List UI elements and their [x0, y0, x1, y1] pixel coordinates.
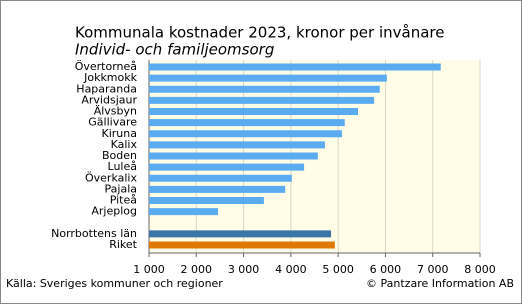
bar [149, 241, 335, 249]
x-tick-label: 3 000 [228, 263, 260, 276]
bar [149, 74, 387, 82]
y-tick-label: Älvsbyn [94, 105, 137, 118]
y-tick-label: Haparanda [76, 82, 137, 95]
y-tick-label: Överkalix [85, 171, 137, 184]
y-tick-label: Piteå [110, 194, 137, 207]
y-tick-label: Norrbottens län [51, 227, 137, 240]
bar [149, 96, 375, 104]
bar [149, 230, 332, 238]
bar [149, 185, 286, 193]
y-tick-label: Arjeplog [91, 205, 137, 218]
x-tick-label: 1 000 [133, 263, 165, 276]
x-tick-label: 2 000 [181, 263, 213, 276]
bar [149, 85, 380, 93]
bar [149, 163, 305, 171]
x-tick-label: 6 000 [370, 263, 402, 276]
y-tick-label: Kiruna [102, 127, 137, 140]
x-tick-label: 4 000 [275, 263, 307, 276]
chart-subtitle: Individ- och familjeomsorg [75, 41, 274, 59]
chart-title: Kommunala kostnader 2023, kronor per inv… [75, 24, 444, 42]
bar [149, 208, 219, 216]
bar [149, 130, 342, 138]
bar [149, 152, 318, 160]
y-tick-label: Arvidsjaur [81, 93, 137, 106]
x-tick-label: 7 000 [417, 263, 449, 276]
credit: © Pantzare Information AB [366, 277, 514, 290]
y-tick-label: Luleå [108, 160, 137, 173]
y-tick-label: Kalix [111, 138, 138, 151]
bar [149, 119, 345, 127]
y-tick-label: Gällivare [88, 116, 137, 129]
x-tick-label: 5 000 [322, 263, 354, 276]
bar [149, 141, 325, 149]
x-tick-label: 8 000 [464, 263, 496, 276]
bar [149, 174, 292, 182]
y-tick-label: Riket [109, 238, 137, 251]
y-tick-label: Övertorneå [75, 60, 137, 73]
bar [149, 63, 441, 71]
source: Källa: Sveriges kommuner och regioner [6, 277, 223, 290]
bar [149, 108, 359, 115]
y-tick-label: Boden [102, 149, 137, 162]
bar [149, 197, 264, 204]
y-tick-label: Jokkmokk [83, 71, 138, 84]
y-tick-label: Pajala [105, 182, 137, 195]
